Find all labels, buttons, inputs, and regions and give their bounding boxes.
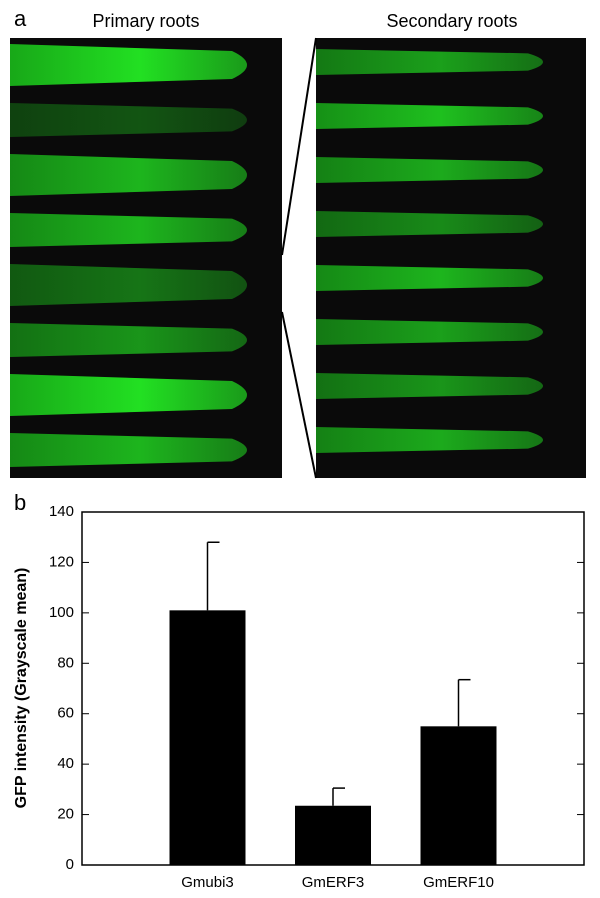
y-tick-label: 120	[49, 553, 74, 570]
root	[316, 319, 543, 345]
image-title: Primary roots	[92, 11, 199, 31]
y-tick-label: 60	[57, 705, 74, 722]
image-title: Secondary roots	[386, 11, 517, 31]
root-strips	[10, 44, 543, 467]
root	[316, 211, 543, 237]
root	[10, 374, 247, 416]
root	[10, 103, 247, 137]
root	[10, 154, 247, 196]
y-tick-label: 20	[57, 806, 74, 823]
root	[316, 157, 543, 183]
y-tick-label: 0	[66, 856, 74, 873]
y-tick-label: 100	[49, 604, 74, 621]
x-tick-label: GmERF10	[423, 874, 494, 891]
bar	[295, 805, 371, 865]
root	[316, 49, 543, 75]
panel-label: b	[14, 490, 26, 515]
x-tick-label: GmERF3	[302, 874, 365, 891]
root	[316, 103, 543, 129]
panel-label: a	[14, 6, 27, 31]
zoom-line	[281, 37, 317, 256]
y-axis-label: GFP intensity (Grayscale mean)	[13, 568, 30, 809]
y-tick-label: 140	[49, 503, 74, 520]
root	[10, 323, 247, 357]
y-tick-label: 80	[57, 654, 74, 671]
root	[10, 213, 247, 247]
x-tick-label: Gmubi3	[181, 874, 234, 891]
bar	[169, 610, 246, 865]
root	[10, 44, 247, 86]
root	[10, 433, 247, 467]
root	[316, 427, 543, 453]
y-tick-label: 40	[57, 755, 74, 772]
root	[316, 265, 543, 291]
zoom-line	[281, 311, 317, 479]
root	[316, 373, 543, 399]
bar	[420, 726, 497, 865]
root	[10, 264, 247, 306]
